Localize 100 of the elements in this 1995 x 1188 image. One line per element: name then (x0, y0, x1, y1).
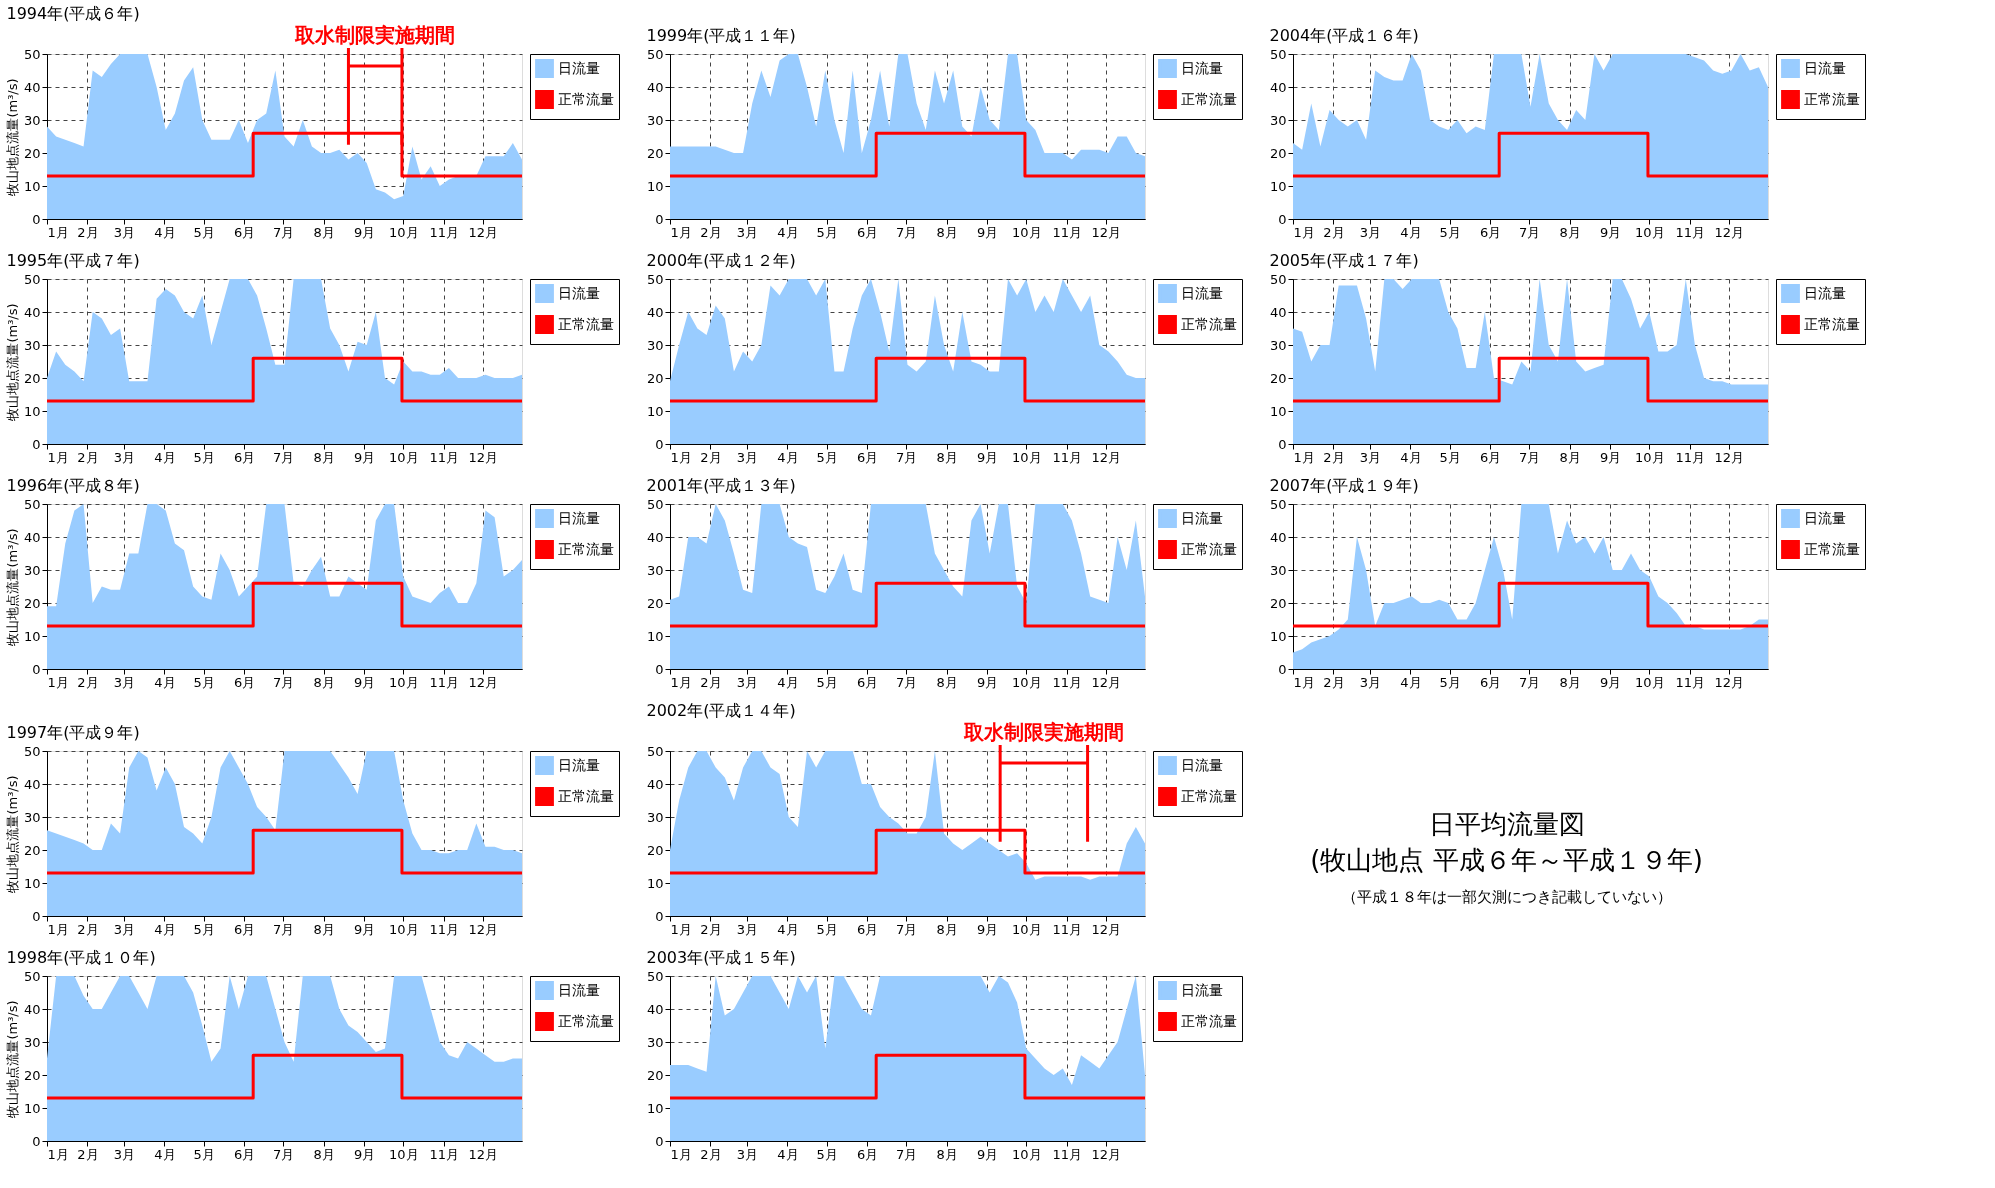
x-tick-label: 8月 (936, 674, 958, 690)
x-tick-label: 11月 (1052, 1146, 1082, 1162)
legend-label: 正常流量 (1181, 1012, 1237, 1029)
y-tick-label: 30 (23, 562, 41, 578)
x-tick-label: 12月 (1091, 921, 1122, 937)
y-tick-label: 0 (655, 661, 664, 677)
legend-label: 正常流量 (1181, 315, 1237, 332)
chart-title: 2003年(平成１５年) (646, 948, 796, 967)
y-tick-label: 10 (646, 875, 664, 891)
y-tick-label: 50 (646, 271, 664, 287)
x-tick-label: 1月 (670, 674, 692, 690)
x-tick-label: 12月 (468, 674, 499, 690)
x-tick-label: 6月 (233, 449, 256, 465)
y-tick-label: 10 (23, 875, 41, 891)
x-tick-label: 11月 (1052, 921, 1082, 937)
y-tick-label: 10 (646, 1100, 664, 1116)
x-tick-label: 4月 (154, 224, 176, 240)
y-tick-label: 30 (1269, 337, 1287, 353)
x-tick-label: 3月 (736, 674, 759, 690)
x-tick-label: 5月 (816, 674, 838, 690)
y-tick-label: 50 (23, 496, 41, 512)
x-tick-label: 1月 (670, 1146, 692, 1162)
y-tick-label: 30 (23, 112, 41, 128)
y-tick-label: 10 (1269, 178, 1287, 194)
x-tick-label: 2月 (700, 674, 722, 690)
y-tick-label: 10 (23, 403, 41, 419)
y-tick-label: 20 (646, 370, 664, 386)
y-tick-label: 30 (23, 337, 41, 353)
y-tick-label: 20 (23, 842, 41, 858)
text: （平成１８年は一部欠測につき記載していない） (1341, 888, 1672, 907)
y-axis-title: 牧山地点流量(m³/s) (4, 78, 20, 196)
x-tick-label: 8月 (936, 449, 958, 465)
chart-title: 2001年(平成１３年) (646, 476, 796, 495)
y-tick-label: 40 (646, 529, 664, 545)
x-tick-label: 8月 (1559, 449, 1581, 465)
x-tick-label: 10月 (388, 224, 419, 240)
y-tick-label: 40 (1269, 304, 1287, 320)
x-tick-label: 7月 (896, 674, 918, 690)
x-tick-label: 3月 (736, 449, 759, 465)
x-tick-label: 10月 (1634, 449, 1665, 465)
x-tick-label: 4月 (154, 921, 176, 937)
y-tick-label: 50 (1269, 271, 1287, 287)
y-tick-label: 40 (646, 1001, 664, 1017)
x-tick-label: 11月 (429, 1146, 459, 1162)
x-tick-label: 10月 (388, 921, 419, 937)
y-tick-label: 10 (23, 1100, 41, 1116)
x-tick-label: 6月 (1479, 449, 1502, 465)
x-tick-label: 8月 (313, 674, 335, 690)
chart-title: 1994年(平成６年) (6, 4, 140, 23)
legend-label: 日流量 (1804, 59, 1846, 76)
x-tick-label: 8月 (313, 1146, 335, 1162)
x-tick-label: 5月 (1439, 224, 1461, 240)
x-tick-label: 6月 (856, 224, 879, 240)
x-tick-label: 5月 (1439, 674, 1461, 690)
x-tick-label: 7月 (896, 449, 918, 465)
x-tick-label: 6月 (856, 1146, 879, 1162)
y-tick-label: 10 (646, 628, 664, 644)
chart-title: 2005年(平成１７年) (1269, 251, 1419, 270)
legend-label: 正常流量 (1804, 90, 1860, 107)
x-tick-label: 1月 (670, 449, 692, 465)
x-tick-label: 6月 (233, 674, 256, 690)
y-axis-title: 牧山地点流量(m³/s) (4, 1000, 20, 1118)
legend-label: 日流量 (1804, 284, 1846, 301)
x-tick-label: 5月 (193, 674, 215, 690)
x-tick-label: 9月 (976, 674, 999, 690)
x-tick-label: 11月 (429, 224, 459, 240)
y-tick-label: 20 (23, 370, 41, 386)
x-tick-label: 9月 (976, 1146, 999, 1162)
y-tick-label: 50 (646, 46, 664, 62)
chart-title: 2007年(平成１９年) (1269, 476, 1419, 495)
x-tick-label: 3月 (1359, 449, 1382, 465)
x-tick-label: 9月 (353, 224, 376, 240)
x-tick-label: 4月 (777, 674, 799, 690)
text: (牧山地点 平成６年～平成１９年) (1310, 845, 1703, 876)
x-tick-label: 1月 (47, 224, 69, 240)
x-tick-label: 12月 (1714, 449, 1745, 465)
x-tick-label: 4月 (154, 674, 176, 690)
y-tick-label: 20 (23, 595, 41, 611)
x-tick-label: 4月 (154, 449, 176, 465)
legend-label: 正常流量 (558, 540, 614, 557)
x-tick-label: 10月 (1011, 224, 1042, 240)
y-tick-label: 50 (646, 743, 664, 759)
chart-title: 2004年(平成１６年) (1269, 26, 1419, 45)
x-tick-label: 4月 (1400, 224, 1422, 240)
y-tick-label: 0 (655, 908, 664, 924)
legend-label: 日流量 (1181, 509, 1223, 526)
legend-label: 日流量 (1181, 284, 1223, 301)
x-tick-label: 5月 (816, 449, 838, 465)
y-tick-label: 40 (646, 79, 664, 95)
y-tick-label: 0 (32, 1133, 41, 1149)
y-tick-label: 30 (646, 809, 664, 825)
legend-label: 正常流量 (1181, 540, 1237, 557)
x-tick-label: 7月 (273, 1146, 295, 1162)
x-tick-label: 6月 (1479, 674, 1502, 690)
x-tick-label: 5月 (816, 1146, 838, 1162)
x-tick-label: 9月 (976, 449, 999, 465)
x-tick-label: 1月 (670, 921, 692, 937)
x-tick-label: 4月 (777, 1146, 799, 1162)
text: 日平均流量図 (1428, 809, 1585, 840)
y-tick-label: 40 (646, 776, 664, 792)
